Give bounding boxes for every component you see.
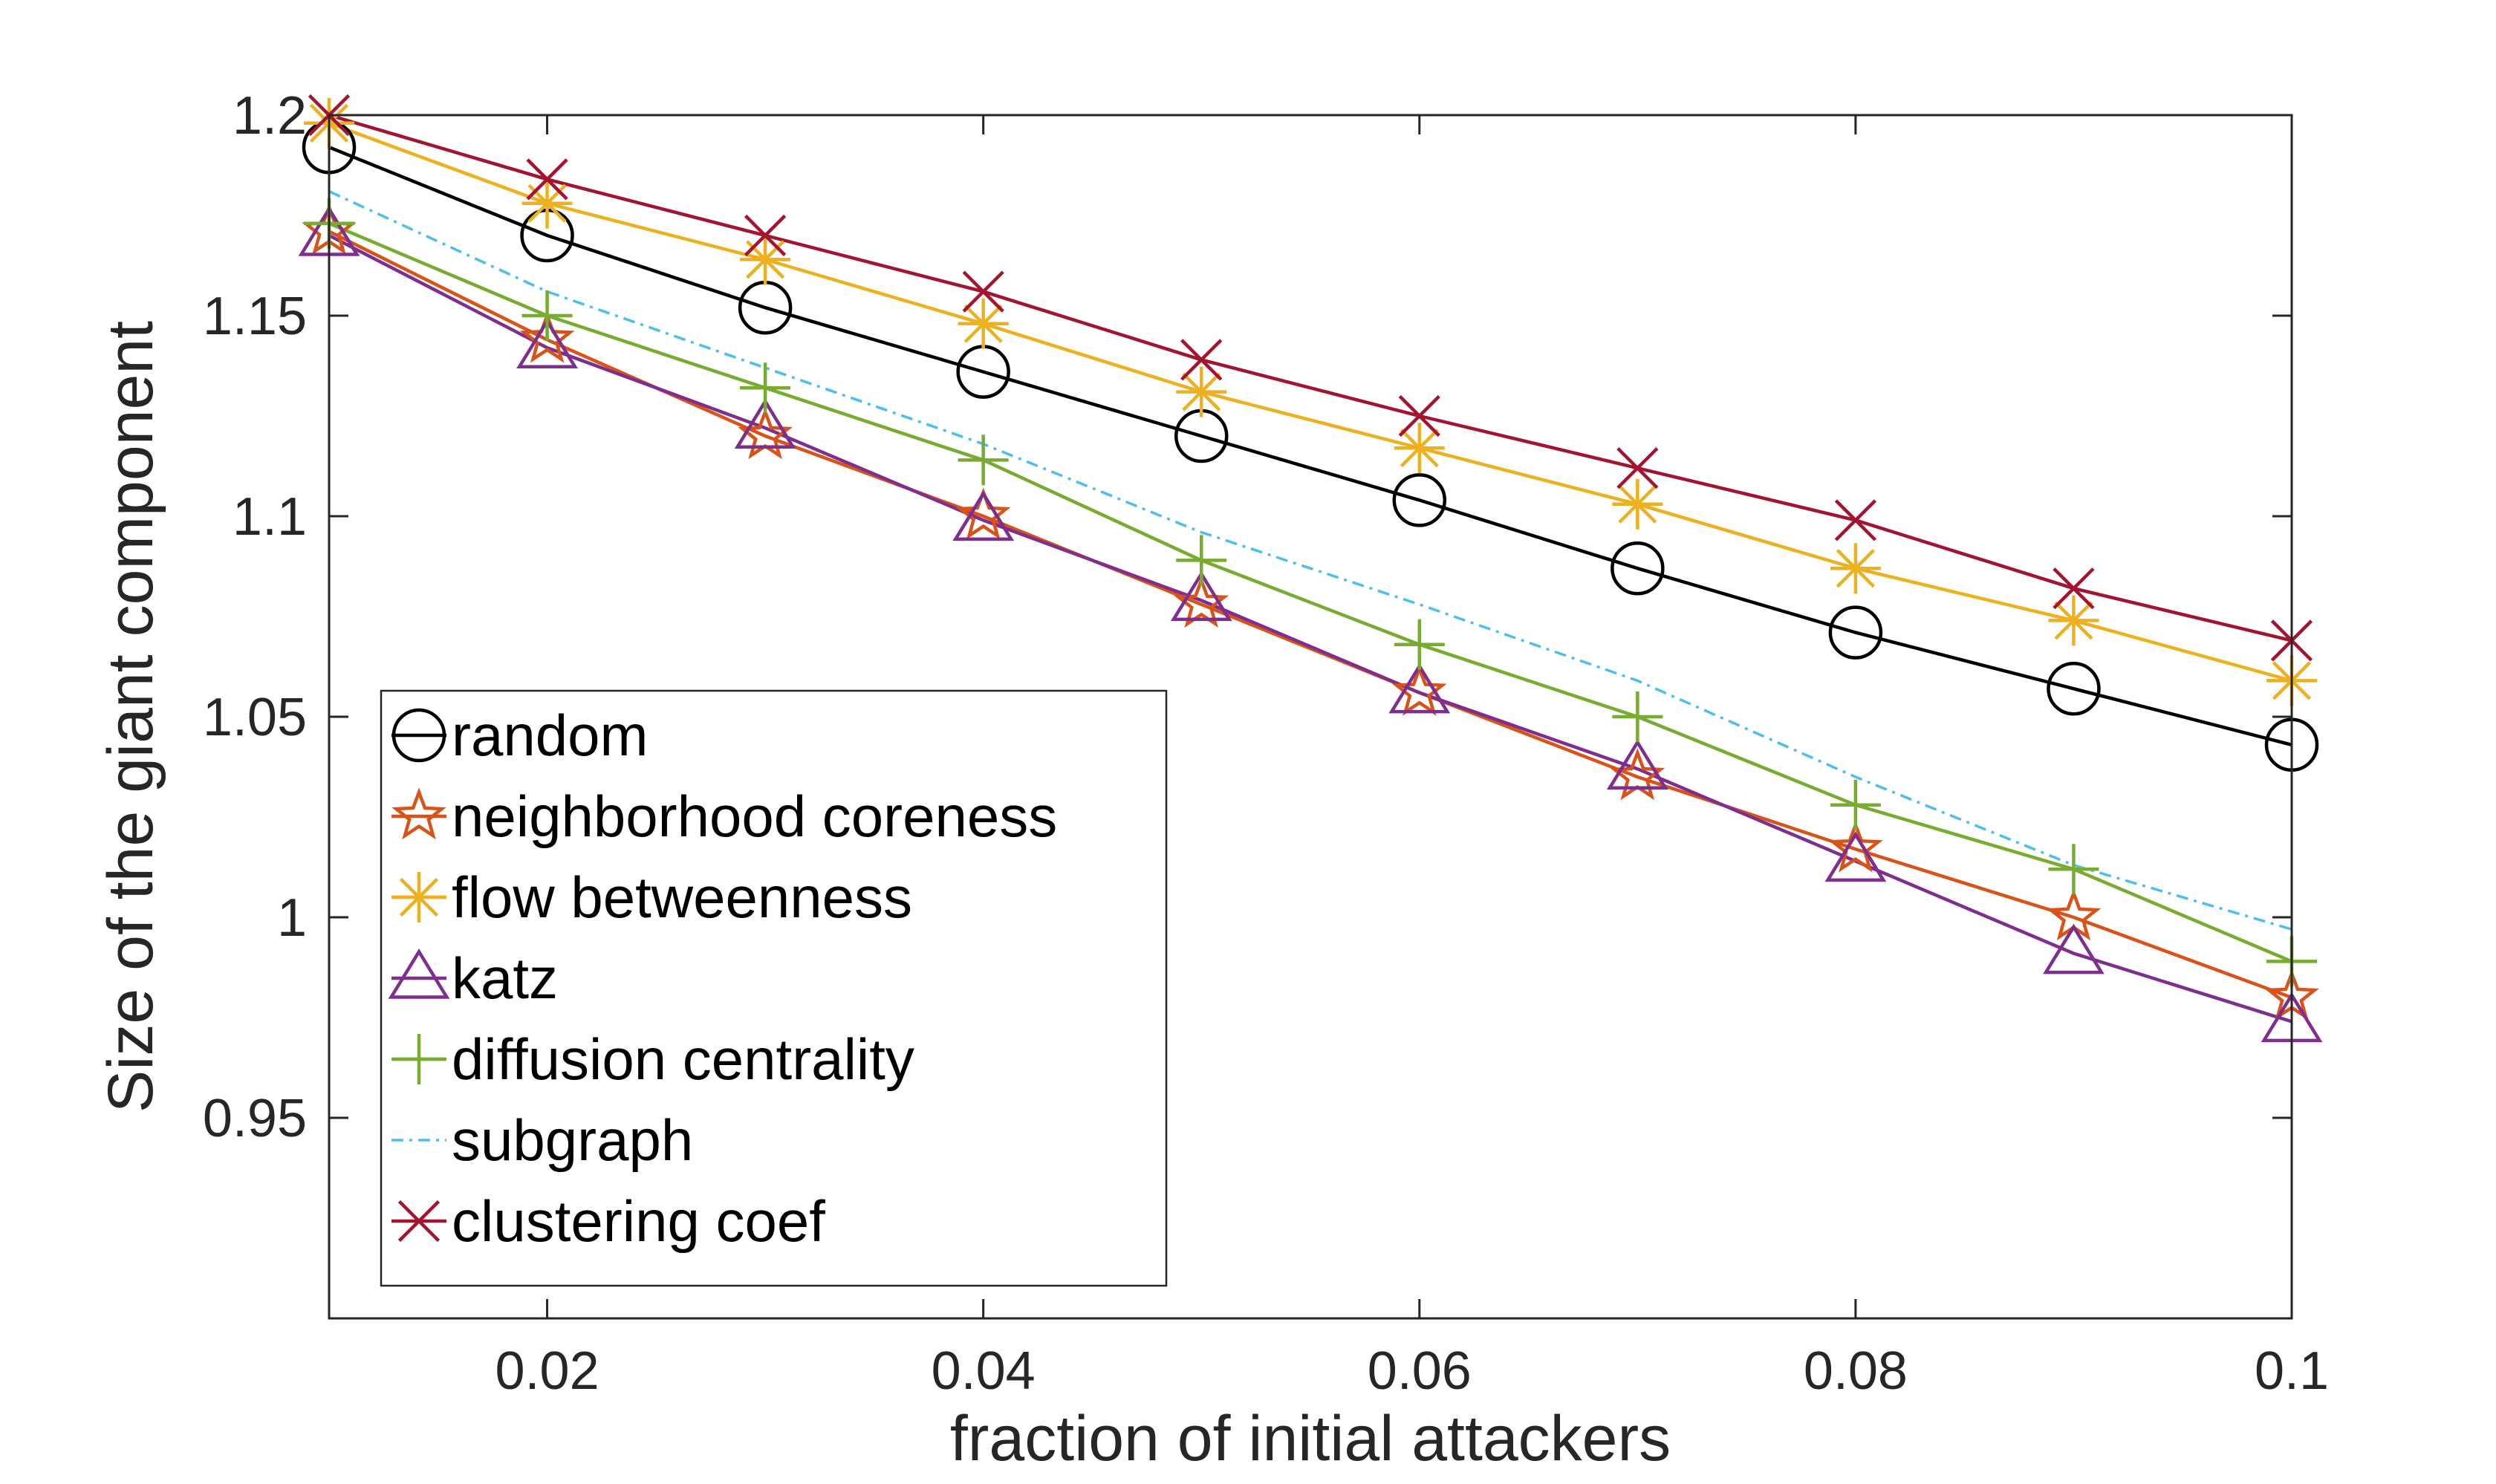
data-point-katz [1606, 739, 1668, 790]
series-line-katz [328, 233, 2292, 1023]
data-point-flow-betweenness [1176, 366, 1227, 417]
data-point-clustering-coef [1398, 394, 1440, 437]
data-point-diffusion-centrality [958, 435, 1009, 486]
data-point-diffusion-centrality [1176, 535, 1227, 586]
data-point-clustering-coef [744, 214, 787, 257]
x-tick-label: 0.06 [1368, 1341, 1472, 1401]
axis-tick-labels: 0.02 0.04 0.06 0.08 0.1 0.95 1 1.05 1.1 1.15 1.2 [203, 86, 2329, 1401]
data-point-neighborhood-coreness [1174, 576, 1229, 628]
data-point-flow-betweenness [2048, 595, 2099, 646]
data-point-diffusion-centrality [2048, 844, 2099, 895]
data-point-katz [1824, 831, 1887, 882]
x-axis-label: fraction of initial attackers [950, 1403, 1671, 1474]
data-point-katz [952, 490, 1015, 541]
data-point-clustering-coef [962, 270, 1004, 313]
y-tick-label: 1.05 [203, 688, 307, 747]
data-point-katz [1388, 663, 1451, 714]
y-tick-label: 0.95 [203, 1089, 307, 1148]
legend-entry: subgraph [452, 1107, 693, 1173]
y-tick-label: 1.1 [233, 487, 307, 547]
data-point-neighborhood-coreness [955, 487, 1011, 540]
data-point-flow-betweenness [1612, 478, 1663, 530]
data-point-diffusion-centrality [1612, 691, 1663, 742]
series-line-diffusion-centrality [328, 221, 2292, 963]
legend-entry: neighborhood coreness [452, 784, 1057, 849]
x-tick-label: 0.1 [2255, 1341, 2329, 1401]
data-point-flow-betweenness [740, 234, 791, 285]
legend-swatch-marker [394, 872, 444, 922]
data-point-flow-betweenness [1830, 543, 1881, 594]
data-point-random [1611, 541, 1665, 596]
data-point-random [2047, 661, 2101, 716]
legend-entry: clustering coef [452, 1188, 825, 1254]
data-point-diffusion-centrality [1830, 779, 1881, 830]
data-point-random [1828, 605, 1883, 660]
plot-frame [328, 114, 2293, 1320]
legend-swatch-marker [391, 708, 446, 763]
legend-entry: diffusion centrality [452, 1026, 914, 1092]
data-point-random [1392, 473, 1447, 527]
series-line-subgraph [328, 190, 2292, 931]
data-point-diffusion-centrality [1394, 619, 1445, 670]
data-point-flow-betweenness [958, 298, 1009, 349]
data-point-neighborhood-coreness [519, 310, 575, 363]
legend-swatch-marker [397, 1200, 441, 1243]
y-tick-label: 1 [277, 888, 307, 948]
legend-box [380, 689, 1168, 1287]
x-tick-label: 0.04 [932, 1341, 1036, 1401]
y-axis-label: Size of the giant component [95, 321, 166, 1113]
x-tick-label: 0.08 [1804, 1341, 1908, 1401]
series-line-random [328, 146, 2292, 746]
y-tick-label: 1.15 [203, 287, 307, 346]
series-line-clustering-coef [328, 113, 2292, 642]
series-lines [328, 113, 2292, 1023]
x-tick-label: 0.02 [495, 1341, 599, 1401]
data-point-katz [734, 398, 796, 449]
data-point-neighborhood-coreness [1392, 663, 1447, 716]
legend-entry: flow betweenness [452, 865, 912, 930]
data-point-clustering-coef [2053, 567, 2095, 610]
data-point-katz [1170, 570, 1232, 622]
data-point-flow-betweenness [521, 178, 573, 229]
data-point-katz [2043, 923, 2105, 974]
data-point-clustering-coef [526, 158, 568, 201]
legend-swatch-marker [391, 787, 446, 840]
series-line-flow-betweenness [328, 121, 2292, 683]
data-point-katz [516, 318, 578, 368]
data-point-clustering-coef [1180, 339, 1223, 381]
data-point-flow-betweenness [1394, 423, 1445, 474]
legend-entry: katz [452, 946, 558, 1011]
legend: random neighborhood coreness flow betweenn… [380, 689, 1168, 1287]
legend-entry: random [452, 703, 648, 768]
y-tick-label: 1.2 [233, 86, 307, 146]
data-point-clustering-coef [1616, 447, 1659, 489]
data-point-diffusion-centrality [521, 290, 573, 341]
data-point-diffusion-centrality [740, 362, 791, 414]
data-point-clustering-coef [1834, 499, 1876, 541]
legend-swatch-marker [388, 948, 450, 999]
data-point-neighborhood-coreness [1828, 820, 1883, 873]
legend-swatch-marker [394, 1034, 444, 1084]
